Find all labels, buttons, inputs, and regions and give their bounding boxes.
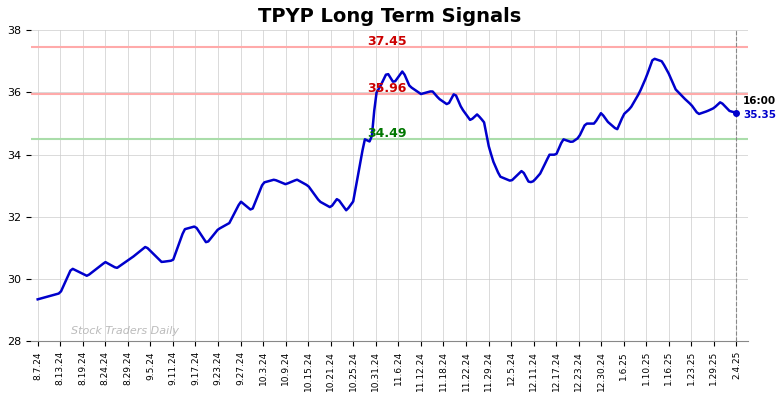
Text: Stock Traders Daily: Stock Traders Daily (71, 326, 180, 336)
Text: 35.35: 35.35 (743, 110, 776, 120)
Text: 34.49: 34.49 (368, 127, 407, 140)
Text: 16:00: 16:00 (743, 96, 776, 106)
Text: 35.96: 35.96 (368, 82, 407, 95)
Title: TPYP Long Term Signals: TPYP Long Term Signals (258, 7, 521, 26)
Text: 37.45: 37.45 (367, 35, 407, 48)
